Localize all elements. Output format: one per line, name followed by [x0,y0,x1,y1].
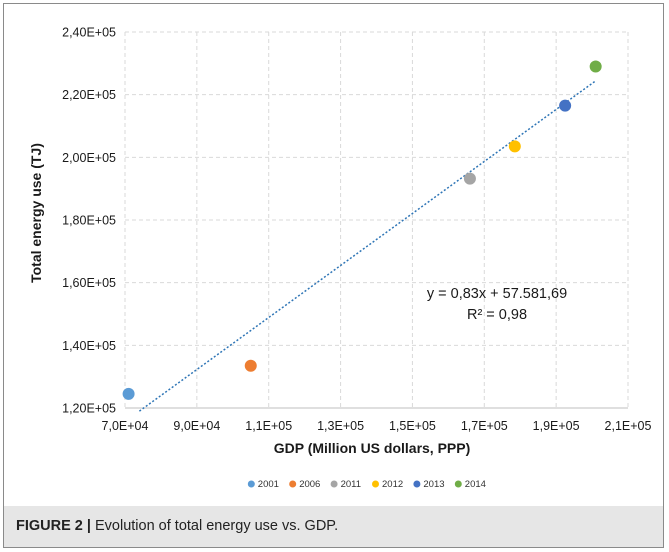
point-2006 [244,359,257,372]
x-tick-label: 1,7E+05 [461,419,508,433]
point-2011 [463,172,476,185]
caption-text: FIGURE 2 | Evolution of total energy use… [16,518,338,534]
y-tick-label: 1,40E+05 [62,339,116,353]
figure-frame [3,3,664,548]
trendline-equation: y = 0,83x + 57.581,69 [427,286,567,302]
legend-marker-2013 [413,480,421,488]
x-tick-label: 1,9E+05 [533,419,580,433]
trendline [138,80,597,412]
legend-label-2014: 2014 [465,479,486,490]
legend-marker-2001 [247,480,255,488]
y-axis-title: Total energy use (TJ) [28,143,44,283]
legend-label-2001: 2001 [258,479,279,490]
gridlines [124,31,629,409]
point-2012 [508,140,521,153]
legend-marker-2014 [454,480,462,488]
figure-caption: FIGURE 2 | Evolution of total energy use… [4,506,663,547]
x-tick-label: 1,3E+05 [317,419,364,433]
trendline-group [138,80,597,412]
legend-marker-2011 [330,480,338,488]
x-axis-title: GDP (Million US dollars, PPP) [274,440,471,456]
legend-label-2006: 2006 [299,479,320,490]
x-tick-label: 1,1E+05 [245,419,292,433]
trendline-r-squared: R² = 0,98 [467,307,527,323]
x-tick-label: 9,0E+04 [173,419,220,433]
point-2014 [589,60,602,73]
legend-label-2011: 2011 [341,479,361,490]
caption-body: Evolution of total energy use vs. GDP. [90,518,339,534]
legend-marker-2006 [289,480,297,488]
y-tick-labels: 1,20E+05 1,40E+05 1,60E+05 1,80E+05 2,00E+05… [62,26,116,416]
data-points [122,60,602,400]
x-tick-label: 7,0E+04 [102,419,149,433]
y-tick-label: 1,60E+05 [62,276,116,290]
caption-label: FIGURE 2 | [16,518,91,534]
y-tick-label: 1,80E+05 [62,214,116,228]
legend-marker-2012 [372,480,379,488]
x-tick-label: 1,5E+05 [389,419,436,433]
y-tick-label: 2,00E+05 [62,151,116,165]
legend-label-2012: 2012 [382,479,403,490]
y-tick-label: 2,20E+05 [62,88,116,102]
y-tick-label: 1,20E+05 [62,402,116,416]
legend: 2001 2006 2011 2012 2013 2014 [247,479,486,490]
x-tick-labels: 7,0E+04 9,0E+04 1,1E+05 1,3E+05 1,5E+05 1,7E+… [102,419,652,433]
y-tick-label: 2,40E+05 [62,26,116,40]
legend-label-2013: 2013 [423,479,444,490]
point-2001 [122,387,135,400]
point-2013 [559,99,572,112]
x-tick-label: 2,1E+05 [605,419,652,433]
scatter-chart: 7,0E+04 9,0E+04 1,1E+05 1,3E+05 1,5E+05 1,7E+… [28,26,652,491]
